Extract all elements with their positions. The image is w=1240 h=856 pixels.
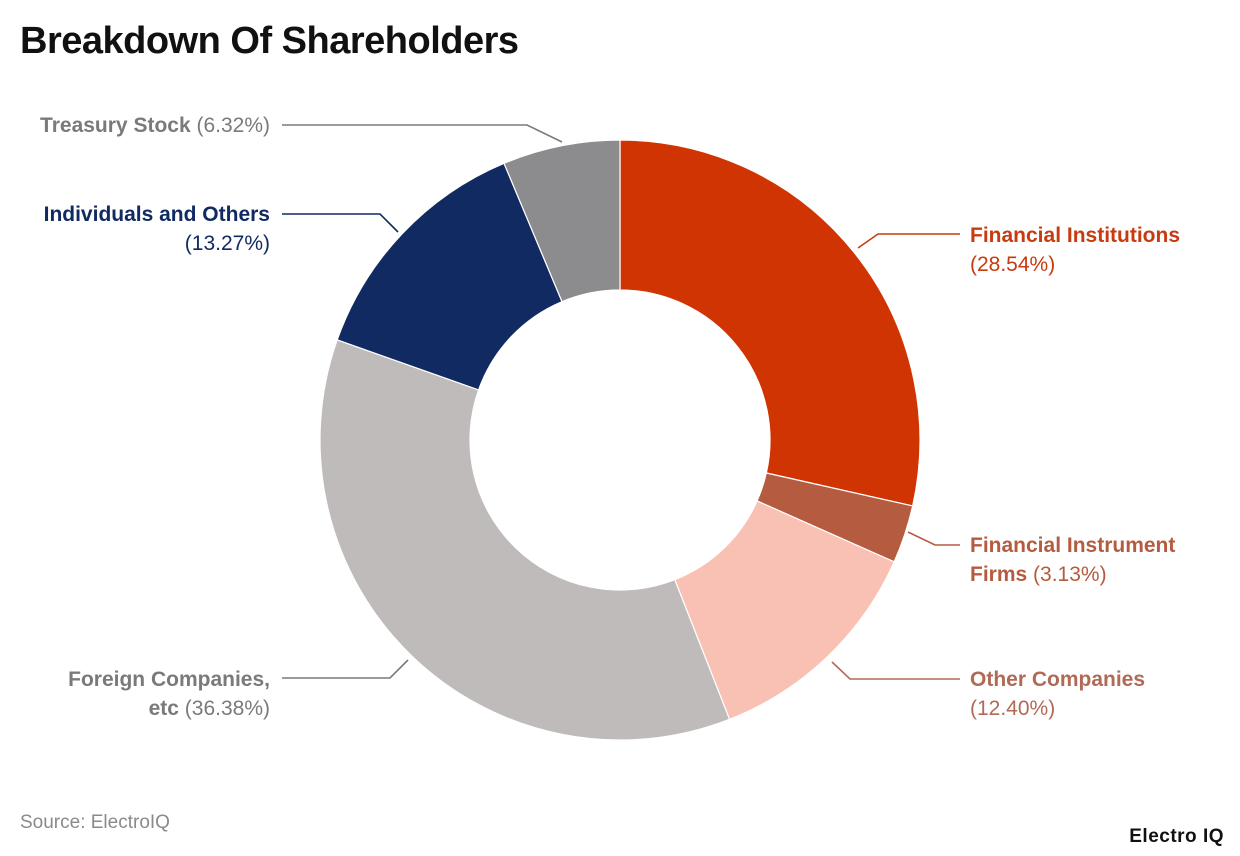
leader-line-individuals-and-others — [282, 213, 399, 233]
leader-line-financial-institutions — [857, 233, 960, 249]
label-financial-institutions: Financial Institutions (28.54%) — [970, 224, 1180, 276]
label-other-companies: Other Companies (12.40%) — [970, 668, 1145, 720]
leader-line-financial-instrument-firms — [907, 531, 960, 546]
slice-treasury-stock — [503, 139, 621, 303]
label-financial-instrument-firms: Financial Instrument Firms (3.13%) — [970, 534, 1175, 586]
source-note: Source: ElectroIQ — [20, 812, 170, 833]
leader-line-treasury-stock — [282, 124, 563, 143]
leader-line-foreign-companies-etc — [282, 659, 409, 679]
chart-title: Breakdown Of Shareholders — [20, 20, 519, 62]
slice-financial-institutions — [619, 139, 921, 507]
label-treasury-stock: Treasury Stock (6.32%) — [40, 114, 270, 137]
leader-line-other-companies — [831, 661, 960, 680]
slice-individuals-and-others — [336, 162, 563, 391]
slice-other-companies — [673, 500, 895, 721]
label-individuals-and-others: Individuals and Others (13.27%) — [44, 203, 270, 255]
brand-logo: Electro IQ — [1129, 826, 1224, 847]
label-foreign-companies-etc: Foreign Companies, etc (36.38%) — [68, 668, 270, 720]
slice-foreign-companies-etc — [319, 339, 731, 741]
